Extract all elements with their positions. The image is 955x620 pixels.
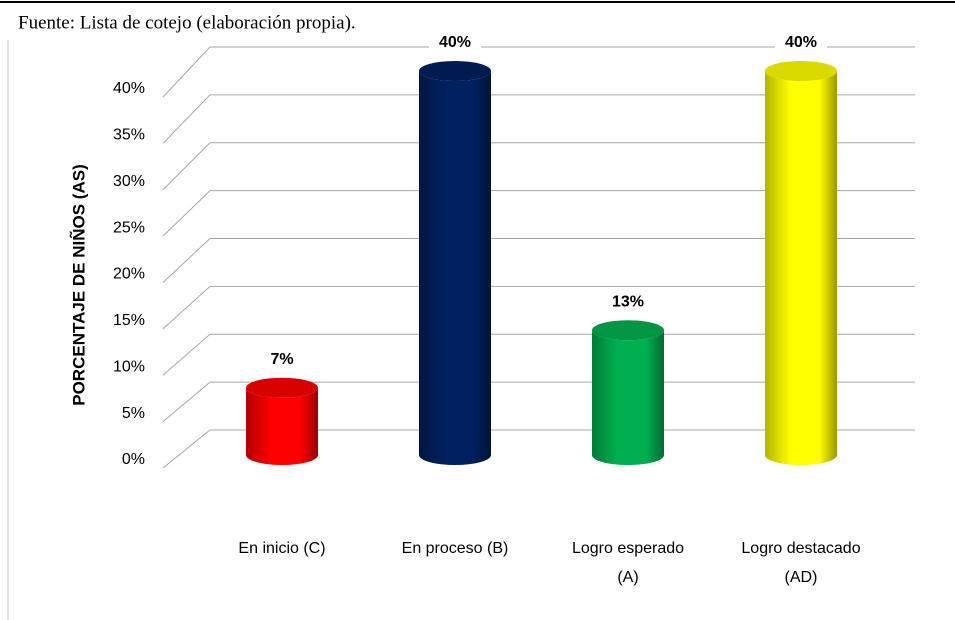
bar bbox=[592, 330, 664, 465]
grid-line bbox=[162, 381, 211, 423]
value-label-bg bbox=[602, 288, 654, 315]
grid-line bbox=[162, 190, 211, 237]
bar bbox=[246, 387, 318, 465]
bar-top bbox=[246, 377, 318, 398]
grid-line bbox=[162, 142, 211, 191]
value-label: 40% bbox=[785, 34, 817, 51]
y-tick-label: 5% bbox=[122, 405, 145, 422]
bar-top bbox=[592, 320, 664, 341]
bar bbox=[765, 71, 837, 465]
grid-line bbox=[162, 94, 211, 144]
value-label: 40% bbox=[439, 34, 471, 51]
value-label-bg bbox=[429, 29, 481, 55]
grid-line bbox=[162, 429, 211, 469]
y-tick-label: 0% bbox=[122, 451, 145, 468]
bar bbox=[419, 71, 491, 465]
x-tick-label: Logro destacado (AD) bbox=[741, 540, 861, 586]
subtitle: Fuente: Lista de cotejo (elaboración pro… bbox=[18, 12, 356, 33]
grid-line bbox=[162, 286, 211, 330]
bar-top bbox=[419, 61, 491, 81]
y-tick-label: 30% bbox=[113, 173, 145, 190]
bar-top bbox=[765, 61, 837, 81]
y-tick-label: 35% bbox=[113, 127, 145, 144]
x-tick-label: En inicio (C) bbox=[238, 540, 326, 557]
y-tick-label: 25% bbox=[113, 219, 145, 236]
value-label-bg bbox=[775, 29, 827, 55]
grid-line bbox=[162, 333, 211, 376]
grid-line bbox=[162, 46, 211, 98]
value-label: 7% bbox=[270, 351, 293, 368]
y-tick-label: 40% bbox=[113, 80, 145, 97]
value-label: 13% bbox=[612, 293, 644, 310]
y-axis-label: PORCENTAJE DE NIÑOS (AS) bbox=[68, 164, 88, 406]
value-label-bg bbox=[256, 345, 308, 372]
grid-line bbox=[162, 238, 211, 283]
y-tick-label: 15% bbox=[113, 312, 145, 329]
y-tick-label: 20% bbox=[113, 266, 145, 283]
x-tick-label: Logro esperado (A) bbox=[571, 540, 685, 586]
x-tick-label: En proceso (B) bbox=[401, 540, 509, 557]
y-tick-label: 10% bbox=[113, 358, 145, 375]
